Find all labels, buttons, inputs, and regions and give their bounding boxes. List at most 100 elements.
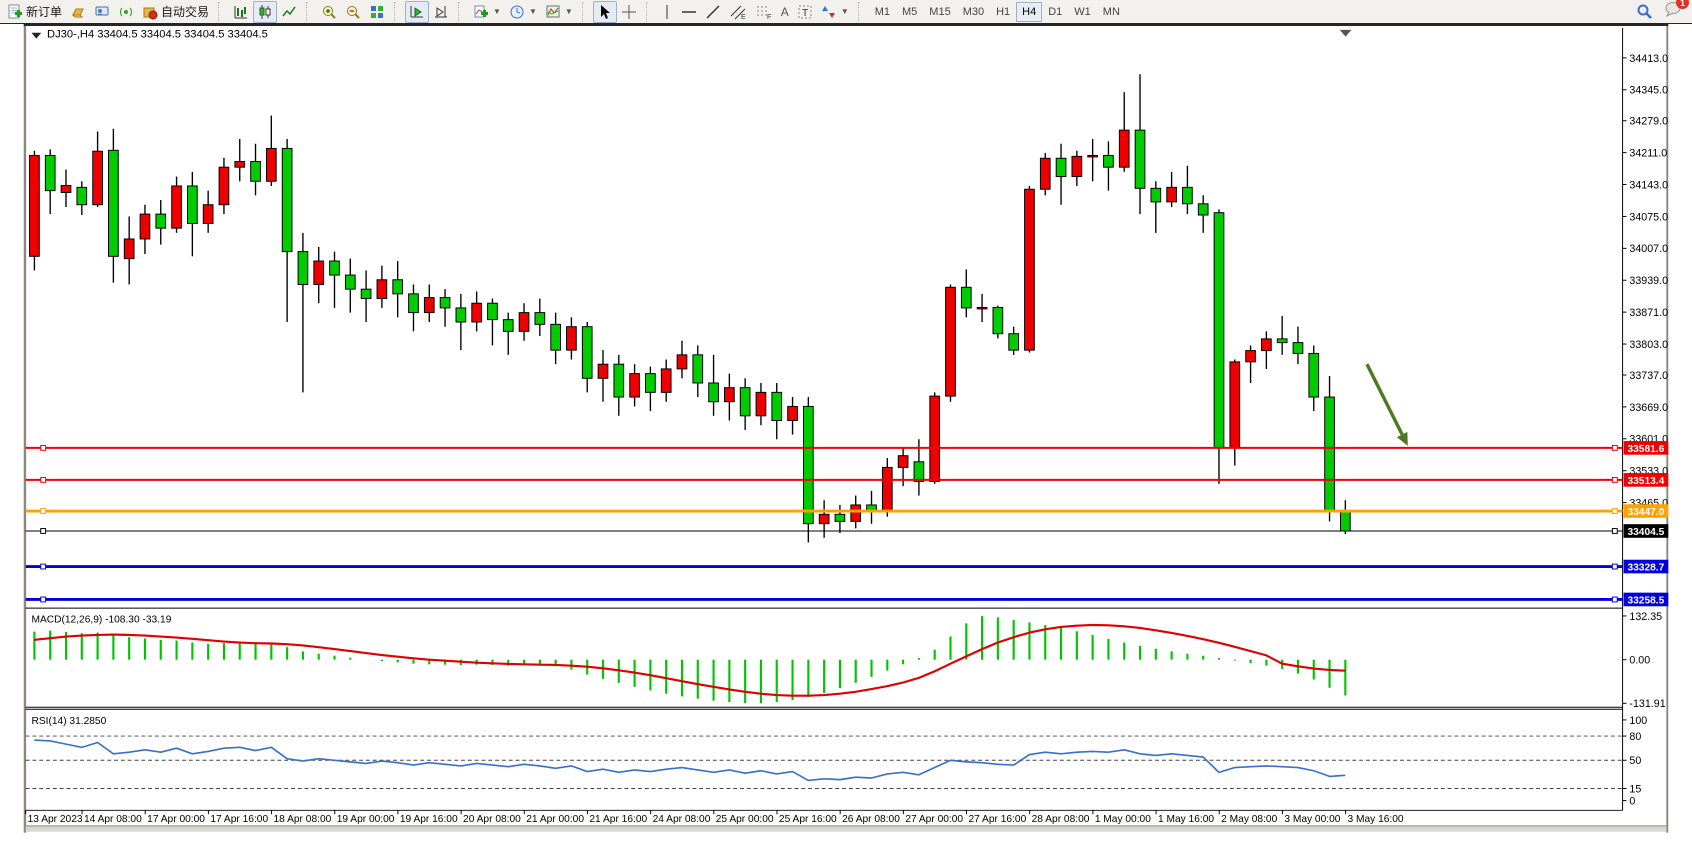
indicators-icon: [473, 4, 489, 20]
candle-body-up: [629, 373, 640, 398]
horizontal-line-tool[interactable]: [677, 1, 701, 23]
price-axis-label: 34075.0: [1629, 211, 1668, 223]
line-chart-button[interactable]: [277, 1, 301, 23]
tf-H4[interactable]: H4: [1016, 1, 1043, 22]
candle: [739, 378, 751, 430]
text-label-tool[interactable]: T: [793, 1, 817, 23]
crosshair-tool-button[interactable]: [617, 1, 641, 23]
trendline-tool[interactable]: [701, 1, 725, 23]
indicators-button[interactable]: ▼: [469, 1, 505, 23]
text-tool[interactable]: A: [777, 1, 793, 23]
market-watch-button[interactable]: [66, 1, 90, 23]
chart-window[interactable]: DJ30-,H4 33404.5 33404.5 33404.5 33404.5…: [0, 24, 1692, 856]
candle: [1008, 326, 1020, 355]
candle-body-down: [1008, 333, 1020, 351]
candle-body-down: [502, 319, 514, 332]
new-order-label: 新订单: [26, 5, 63, 19]
candle-body-up: [376, 279, 388, 300]
time-axis-label: 27 Apr 16:00: [968, 814, 1026, 825]
line-handle[interactable]: [1611, 444, 1618, 451]
chart-shift-button[interactable]: [429, 1, 453, 23]
tf-M30[interactable]: M30: [962, 5, 985, 18]
candle: [234, 139, 246, 182]
channel-tool[interactable]: E: [725, 1, 751, 23]
tf-M15[interactable]: M15: [929, 5, 951, 18]
new-order-button[interactable]: 新订单: [3, 1, 66, 23]
search-icon[interactable]: [1636, 3, 1654, 21]
candle-body-down: [692, 354, 704, 384]
candle-body-up: [945, 286, 956, 397]
arrows-tool[interactable]: ▼: [817, 1, 853, 23]
chart-menu-triangle-icon[interactable]: [31, 32, 42, 39]
candle-body-up: [787, 405, 798, 421]
line-handle[interactable]: [40, 476, 47, 483]
candle-body-up: [1024, 188, 1035, 351]
line-handle[interactable]: [1611, 508, 1618, 514]
tf-H1[interactable]: H1: [996, 5, 1011, 18]
tf-M1[interactable]: M1: [874, 5, 891, 18]
zoom-out-button[interactable]: [341, 1, 365, 23]
candle: [992, 305, 1004, 339]
line-handle[interactable]: [40, 508, 47, 514]
candle-body-down: [187, 185, 198, 224]
fibonacci-tool[interactable]: F: [751, 1, 777, 23]
tf-W1[interactable]: W1: [1074, 5, 1091, 18]
tf-D1[interactable]: D1: [1048, 5, 1063, 18]
tf-MN[interactable]: MN: [1102, 5, 1120, 18]
candle-body-down: [329, 260, 340, 276]
candle-body-down: [1182, 186, 1193, 205]
arrows-tool-icon: [821, 4, 837, 20]
periods-button[interactable]: ▼: [505, 1, 541, 23]
line-handle[interactable]: [1611, 596, 1618, 603]
candle: [1245, 345, 1256, 383]
candle: [692, 345, 704, 398]
candle: [1024, 185, 1035, 353]
candle-body-down: [913, 461, 925, 482]
zoom-in-button[interactable]: [317, 1, 341, 23]
candle-body-down: [1213, 212, 1225, 449]
line-handle[interactable]: [40, 444, 47, 451]
line-handle[interactable]: [40, 563, 47, 570]
candle: [1055, 143, 1067, 205]
auto-trading-button[interactable]: 自动交易: [138, 1, 213, 23]
candle: [518, 303, 530, 341]
gold-icon: [70, 4, 86, 20]
candle: [218, 157, 230, 215]
candle-body-down: [281, 147, 293, 253]
line-handle[interactable]: [1611, 476, 1618, 483]
line-handle[interactable]: [40, 596, 47, 603]
templates-button[interactable]: ▼: [541, 1, 577, 23]
down-arrow-annotation[interactable]: [1365, 363, 1404, 436]
timeframe-group: M1 M5 M15 M30 H1 H4 D1 W1 MN: [866, 0, 1129, 24]
candle: [250, 143, 261, 196]
signal-icon: [118, 4, 134, 20]
tf-M5[interactable]: M5: [902, 5, 918, 18]
cursor-icon: [597, 4, 613, 20]
candle-body-down: [960, 286, 972, 309]
rsi-indicator-label: RSI(14) 31.2850: [31, 716, 106, 727]
candle-body-down: [108, 149, 119, 257]
fibonacci-icon: F: [755, 4, 773, 21]
candle: [471, 291, 483, 332]
candle: [408, 284, 419, 332]
line-chart-icon: [281, 4, 297, 20]
candle-body-up: [60, 184, 72, 194]
strategy-tester-button[interactable]: [90, 1, 114, 23]
main-toolbar: 新订单 自动交易: [0, 0, 1692, 24]
candle: [360, 270, 372, 322]
line-handle[interactable]: [1611, 528, 1618, 534]
line-handle[interactable]: [1611, 563, 1618, 570]
cursor-tool-button[interactable]: [592, 0, 617, 23]
candlestick-chart-button[interactable]: [253, 0, 278, 23]
candle: [960, 269, 972, 318]
line-handle[interactable]: [40, 528, 47, 534]
bar-chart-button[interactable]: [229, 1, 253, 23]
time-axis-label: 27 Apr 00:00: [905, 814, 963, 825]
auto-scroll-button[interactable]: [405, 0, 430, 23]
candle-body-down: [1150, 187, 1162, 203]
chat-button[interactable]: 1: [1664, 0, 1689, 22]
signals-button[interactable]: [114, 1, 138, 23]
chart-shift-marker-icon[interactable]: [1339, 29, 1352, 37]
vertical-line-tool[interactable]: [657, 1, 677, 23]
tile-windows-button[interactable]: [365, 1, 389, 23]
